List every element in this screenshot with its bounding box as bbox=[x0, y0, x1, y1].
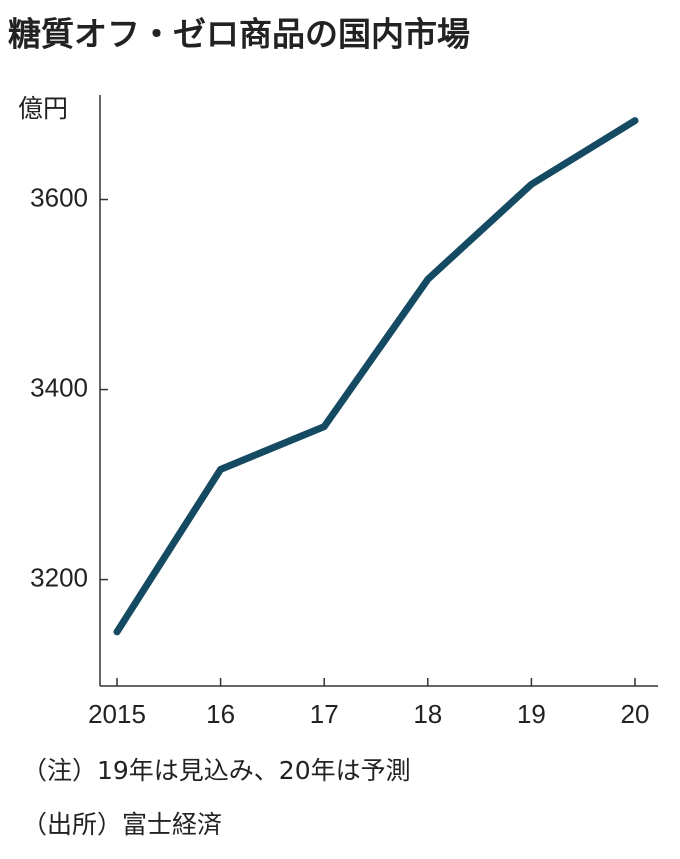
x-tick-label: 19 bbox=[517, 699, 546, 729]
y-tick-label: 3200 bbox=[30, 562, 88, 592]
x-tick-label: 16 bbox=[206, 699, 235, 729]
x-tick-label: 20 bbox=[621, 699, 650, 729]
y-tick-label: 3400 bbox=[30, 372, 88, 402]
x-tick-label: 17 bbox=[310, 699, 339, 729]
x-tick-label: 2015 bbox=[88, 699, 146, 729]
note: （注）19年は見込み、20年は予測 bbox=[22, 756, 411, 785]
source: （出所）富士経済 bbox=[22, 810, 222, 839]
x-tick-label: 18 bbox=[413, 699, 442, 729]
line bbox=[113, 117, 639, 636]
unit-label: 億円 bbox=[18, 94, 68, 123]
chart-title: 糖質オフ・ゼロ商品の国内市場 bbox=[8, 15, 470, 54]
y-tick-label: 3600 bbox=[30, 182, 88, 212]
